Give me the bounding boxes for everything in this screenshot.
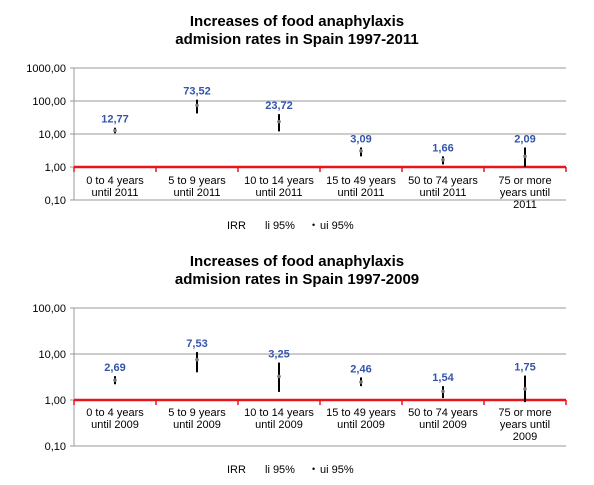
chart-title-line2: admision rates in Spain 1997-2009 xyxy=(174,271,420,288)
irr-data-label: 2,46 xyxy=(350,363,371,375)
legend-ui-marker: • xyxy=(312,464,316,474)
irr-point xyxy=(359,380,363,384)
irr-point xyxy=(195,103,199,108)
chart-title-line1: Increases of food anaphylaxis xyxy=(189,13,405,30)
irr-point xyxy=(113,128,117,133)
legend-ui: ui 95% xyxy=(320,220,354,232)
irr-data-label: 2,69 xyxy=(104,362,125,374)
y-tick-label: 10,00 xyxy=(38,349,66,361)
y-tick-label: 0,10 xyxy=(45,441,66,453)
irr-point xyxy=(277,119,281,124)
chart-plot-2011: 0,10 1,00 10,00 100,00 1000,00 0 to 4 years un… xyxy=(26,63,567,211)
x-category-label: 5 to 9 years until 2009 xyxy=(168,407,226,431)
y-tick-label: 100,00 xyxy=(32,96,66,108)
chart-panel-2009: Increases of food anaphylaxis admision r… xyxy=(0,242,594,485)
y-tick-label: 1,00 xyxy=(45,162,66,174)
irr-point xyxy=(441,389,445,394)
legend-irr: IRR xyxy=(227,464,246,476)
irr-data-label: 1,54 xyxy=(432,372,454,384)
x-category-label: 75 or more years until 2009 xyxy=(498,407,551,443)
irr-data-label: 2,09 xyxy=(514,133,535,145)
irr-data-label: 3,25 xyxy=(268,349,289,361)
legend-li: li 95% xyxy=(265,220,295,232)
legend-li: li 95% xyxy=(265,464,295,476)
y-tick-label: 1,00 xyxy=(45,395,66,407)
irr-data-label: 23,72 xyxy=(265,100,293,112)
chart-title-line1: Increases of food anaphylaxis xyxy=(189,253,405,270)
chart-plot-2009: 0,10 1,00 10,00 100,00 0 to 4 years until 200… xyxy=(32,303,567,453)
x-category-label: 15 to 49 years until 2011 xyxy=(326,175,396,199)
x-category-label: 50 to 74 years until 2011 xyxy=(408,175,478,199)
irr-point xyxy=(113,378,117,383)
x-category-label: 75 or more years until 2011 xyxy=(498,175,551,211)
irr-point xyxy=(441,157,445,162)
irr-data-label: 3,09 xyxy=(350,133,371,145)
x-category-label: 50 to 74 years until 2009 xyxy=(408,407,478,431)
chart-panel-2011: Increases of food anaphylaxis admision r… xyxy=(0,0,594,242)
x-category-label: 10 to 14 years until 2009 xyxy=(244,407,314,431)
irr-data-label: 1,75 xyxy=(514,362,535,374)
legend-irr: IRR xyxy=(227,220,246,232)
irr-data-label: 1,66 xyxy=(432,142,453,154)
y-tick-label: 100,00 xyxy=(32,303,66,315)
y-tick-label: 1000,00 xyxy=(26,63,66,75)
irr-point xyxy=(277,374,281,379)
irr-data-label: 12,77 xyxy=(101,114,129,126)
x-category-label: 0 to 4 years until 2009 xyxy=(86,407,144,431)
x-category-label: 5 to 9 years until 2011 xyxy=(168,175,226,199)
y-tick-label: 0,10 xyxy=(45,195,66,207)
x-category-label: 10 to 14 years until 2011 xyxy=(244,175,314,199)
irr-point xyxy=(523,387,527,391)
legend-ui: ui 95% xyxy=(320,464,354,476)
legend-ui-marker: • xyxy=(312,220,316,230)
irr-point xyxy=(195,357,199,362)
irr-point xyxy=(523,154,527,159)
x-category-label: 15 to 49 years until 2009 xyxy=(326,407,396,431)
chart-title-line2: admision rates in Spain 1997-2011 xyxy=(175,31,419,48)
irr-point xyxy=(359,149,363,153)
x-category-label: 0 to 4 years until 2011 xyxy=(86,175,144,199)
irr-data-label: 73,52 xyxy=(183,86,211,98)
irr-data-label: 7,53 xyxy=(186,338,207,350)
y-tick-label: 10,00 xyxy=(38,129,66,141)
